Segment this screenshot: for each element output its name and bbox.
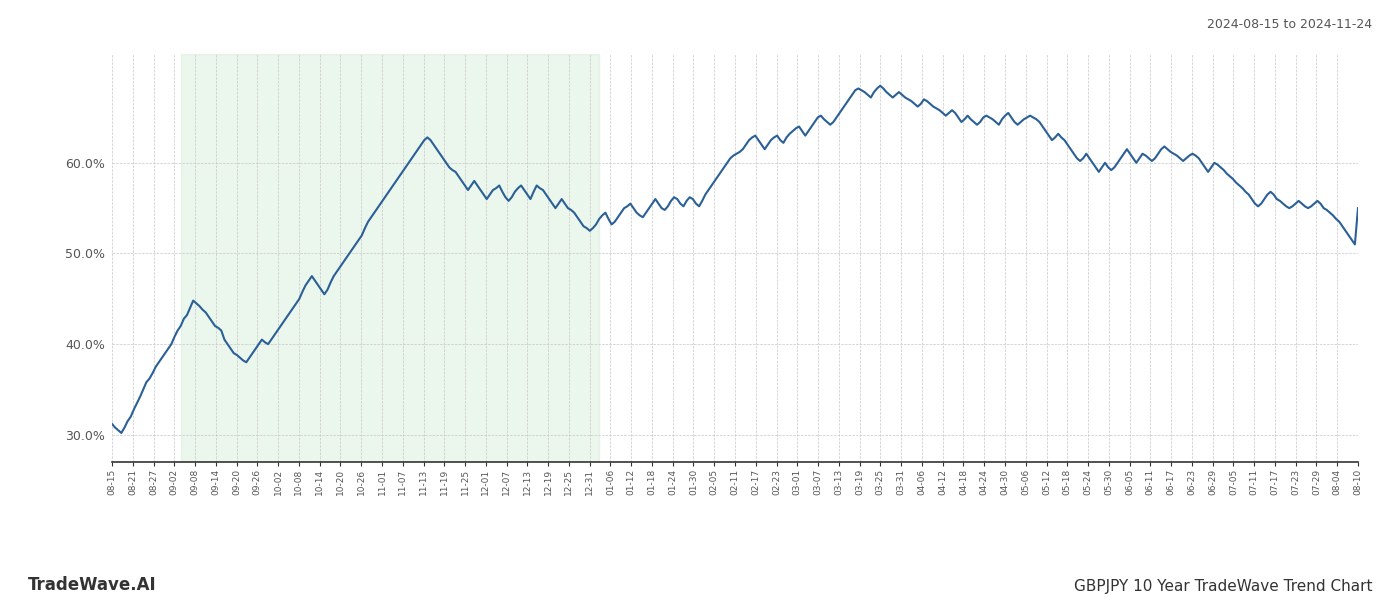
- Text: 2024-08-15 to 2024-11-24: 2024-08-15 to 2024-11-24: [1207, 18, 1372, 31]
- Bar: [181, 54, 599, 462]
- Text: GBPJPY 10 Year TradeWave Trend Chart: GBPJPY 10 Year TradeWave Trend Chart: [1074, 579, 1372, 594]
- Text: TradeWave.AI: TradeWave.AI: [28, 576, 157, 594]
